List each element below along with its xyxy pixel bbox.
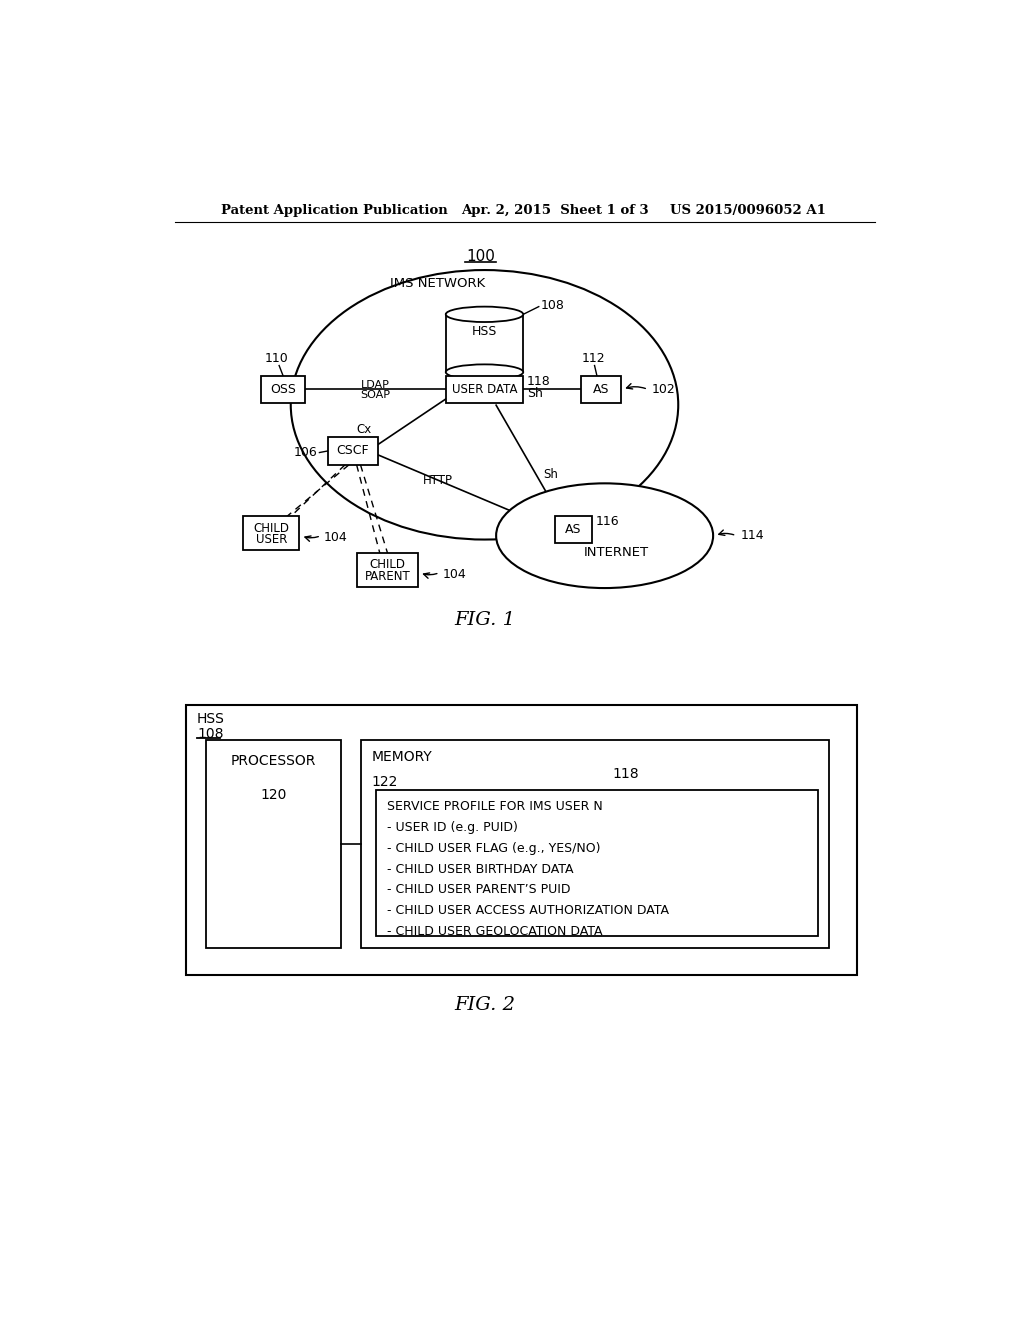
- Text: PARENT: PARENT: [365, 570, 411, 583]
- FancyBboxPatch shape: [445, 376, 523, 403]
- Text: Sh: Sh: [527, 387, 543, 400]
- Ellipse shape: [496, 483, 713, 589]
- Text: Sh: Sh: [543, 467, 558, 480]
- FancyBboxPatch shape: [360, 739, 829, 948]
- Text: SOAP: SOAP: [360, 389, 390, 400]
- Text: 120: 120: [260, 788, 287, 803]
- Text: - CHILD USER PARENT’S PUID: - CHILD USER PARENT’S PUID: [387, 883, 570, 896]
- Text: IMS NETWORK: IMS NETWORK: [390, 277, 485, 289]
- Text: SERVICE PROFILE FOR IMS USER N: SERVICE PROFILE FOR IMS USER N: [387, 800, 602, 813]
- Text: CSCF: CSCF: [337, 445, 369, 458]
- Text: AS: AS: [593, 383, 609, 396]
- Text: 104: 104: [442, 568, 466, 581]
- Text: 108: 108: [541, 298, 564, 312]
- Text: HSS: HSS: [472, 325, 498, 338]
- Ellipse shape: [291, 271, 678, 540]
- Text: - USER ID (e.g. PUID): - USER ID (e.g. PUID): [387, 821, 518, 834]
- Text: 110: 110: [265, 352, 289, 366]
- FancyBboxPatch shape: [328, 437, 378, 465]
- FancyBboxPatch shape: [206, 739, 341, 948]
- Text: 118: 118: [612, 767, 639, 781]
- Text: HTTP: HTTP: [423, 474, 453, 487]
- Text: 118: 118: [527, 375, 551, 388]
- Text: 104: 104: [324, 531, 348, 544]
- Text: - CHILD USER GEOLOCATION DATA: - CHILD USER GEOLOCATION DATA: [387, 925, 602, 939]
- FancyBboxPatch shape: [244, 516, 299, 550]
- Text: 122: 122: [372, 775, 397, 789]
- Text: 112: 112: [582, 352, 605, 366]
- Text: US 2015/0096052 A1: US 2015/0096052 A1: [671, 205, 826, 218]
- Text: 108: 108: [197, 727, 223, 742]
- Ellipse shape: [445, 364, 523, 380]
- Text: USER: USER: [256, 533, 287, 546]
- FancyBboxPatch shape: [445, 314, 523, 372]
- Ellipse shape: [445, 306, 523, 322]
- Text: CHILD: CHILD: [253, 521, 290, 535]
- FancyBboxPatch shape: [555, 516, 592, 543]
- Text: FIG. 2: FIG. 2: [454, 997, 515, 1014]
- Text: 116: 116: [596, 515, 620, 528]
- Text: CHILD: CHILD: [370, 558, 406, 572]
- Text: INTERNET: INTERNET: [584, 546, 649, 560]
- Text: 100: 100: [466, 249, 495, 264]
- FancyBboxPatch shape: [186, 705, 856, 974]
- Text: HSS: HSS: [197, 711, 225, 726]
- Text: AS: AS: [565, 523, 582, 536]
- Text: LDAP: LDAP: [361, 380, 390, 389]
- Text: - CHILD USER FLAG (e.g., YES/NO): - CHILD USER FLAG (e.g., YES/NO): [387, 842, 600, 855]
- Text: - CHILD USER BIRTHDAY DATA: - CHILD USER BIRTHDAY DATA: [387, 862, 573, 875]
- Text: - CHILD USER ACCESS AUTHORIZATION DATA: - CHILD USER ACCESS AUTHORIZATION DATA: [387, 904, 669, 917]
- Text: Patent Application Publication: Patent Application Publication: [221, 205, 447, 218]
- Text: PROCESSOR: PROCESSOR: [230, 754, 316, 768]
- Text: OSS: OSS: [270, 383, 296, 396]
- Text: 102: 102: [652, 383, 676, 396]
- Text: Apr. 2, 2015  Sheet 1 of 3: Apr. 2, 2015 Sheet 1 of 3: [461, 205, 649, 218]
- Text: FIG. 1: FIG. 1: [454, 611, 515, 630]
- Text: USER DATA: USER DATA: [452, 383, 517, 396]
- FancyBboxPatch shape: [581, 376, 621, 404]
- Text: 114: 114: [740, 529, 764, 543]
- Text: MEMORY: MEMORY: [372, 750, 432, 764]
- FancyBboxPatch shape: [260, 376, 305, 404]
- Text: 106: 106: [294, 446, 317, 459]
- FancyBboxPatch shape: [357, 553, 418, 587]
- FancyBboxPatch shape: [376, 789, 818, 936]
- Text: Cx: Cx: [356, 422, 372, 436]
